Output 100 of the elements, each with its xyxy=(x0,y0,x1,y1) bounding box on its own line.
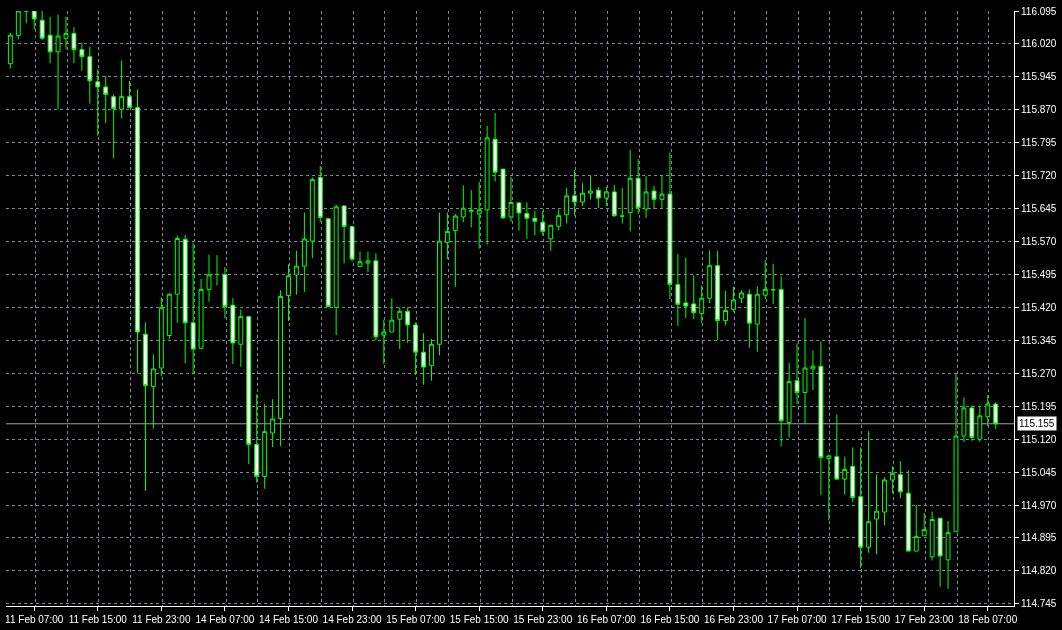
y-tick-label: 115.945 xyxy=(1021,71,1057,83)
x-tick-label: 14 Feb 15:00 xyxy=(259,614,319,625)
candlestick xyxy=(365,251,371,273)
candlestick xyxy=(325,217,331,308)
candlestick xyxy=(715,250,721,341)
candlestick xyxy=(802,317,808,425)
candlestick xyxy=(691,274,697,320)
candlestick xyxy=(858,446,864,569)
candlestick xyxy=(166,292,172,340)
candlestick xyxy=(738,289,744,304)
candlestick xyxy=(588,175,593,200)
candlestick xyxy=(119,60,125,119)
candlestick xyxy=(341,204,347,264)
candlestick xyxy=(429,338,434,382)
candlestick xyxy=(842,456,848,495)
candlestick xyxy=(548,224,554,252)
y-tick-label: 115.795 xyxy=(1021,137,1057,149)
candlestick xyxy=(675,253,681,327)
x-tick-label: 18 Feb 07:00 xyxy=(958,614,1018,625)
x-tick-label: 17 Feb 15:00 xyxy=(831,614,891,625)
candlestick xyxy=(723,290,728,326)
candlestick xyxy=(524,201,530,240)
candlestick xyxy=(421,332,427,386)
candlestick xyxy=(238,309,244,368)
y-tick-label: 115.720 xyxy=(1021,170,1057,182)
candlestick xyxy=(79,42,85,72)
candlestick xyxy=(651,185,657,210)
candlestick xyxy=(333,204,339,336)
candlestick xyxy=(961,396,967,443)
candlestick xyxy=(317,165,323,223)
x-tick-label: 15 Feb 15:00 xyxy=(449,614,510,625)
candlestick xyxy=(397,306,403,350)
candlestick xyxy=(127,80,133,109)
candlestick xyxy=(301,212,307,293)
y-tick-label: 115.645 xyxy=(1021,203,1057,215)
candlestick xyxy=(373,252,379,341)
candlestick xyxy=(286,263,291,322)
candlestick xyxy=(905,469,911,552)
y-tick-label: 115.195 xyxy=(1021,400,1057,412)
y-tick-label: 115.570 xyxy=(1021,236,1057,248)
candlestick xyxy=(500,168,506,220)
candlestick xyxy=(293,250,299,296)
candlestick xyxy=(31,11,37,30)
candlestick xyxy=(405,306,411,344)
x-tick-label: 15 Feb 23:00 xyxy=(513,614,573,625)
candlestick xyxy=(778,275,784,447)
candlestick xyxy=(937,517,943,588)
candlestick xyxy=(516,201,522,232)
candlestick xyxy=(95,68,101,137)
x-tick-label: 11 Feb 23:00 xyxy=(132,614,191,625)
candlestick xyxy=(595,186,601,209)
candlestick xyxy=(683,257,689,319)
candlestick xyxy=(667,151,673,300)
candlestick xyxy=(659,175,665,210)
candlestick xyxy=(111,93,117,159)
candlestick xyxy=(977,406,983,443)
candlestick xyxy=(508,176,514,223)
candlestick xyxy=(150,353,156,430)
candlestick xyxy=(357,251,363,268)
candlestick xyxy=(71,26,77,64)
candlestick xyxy=(222,266,228,319)
y-tick-label: 115.120 xyxy=(1021,433,1057,445)
candlestick xyxy=(143,321,148,492)
candlestick xyxy=(882,476,887,526)
candlestick xyxy=(746,288,752,349)
candlestick xyxy=(230,297,236,365)
y-tick-label: 114.970 xyxy=(1021,499,1057,511)
candlestick xyxy=(627,149,633,232)
x-tick-label: 16 Feb 07:00 xyxy=(576,614,637,625)
candlestick xyxy=(921,512,927,537)
candlestick xyxy=(580,182,585,207)
x-tick-label: 11 Feb 15:00 xyxy=(68,614,128,625)
candlestick xyxy=(643,175,649,219)
candlestick xyxy=(897,460,903,499)
candlestick xyxy=(619,187,625,225)
candlestick xyxy=(452,213,458,288)
x-tick-label: 16 Feb 15:00 xyxy=(640,614,700,625)
candlestick xyxy=(770,263,776,305)
candlestick xyxy=(850,446,856,503)
candlestick xyxy=(158,296,164,377)
x-tick-label: 14 Feb 07:00 xyxy=(195,614,255,625)
candlestick xyxy=(63,16,69,50)
y-tick-label: 115.045 xyxy=(1021,466,1057,478)
candlestick xyxy=(270,398,276,448)
candlestick xyxy=(206,254,212,303)
y-tick-label: 115.495 xyxy=(1021,268,1057,280)
candlestick xyxy=(874,474,879,555)
candlestick xyxy=(55,14,61,110)
y-tick-label: 115.870 xyxy=(1021,104,1057,116)
candlestick xyxy=(731,286,736,313)
candlestick xyxy=(556,208,562,232)
candlestick xyxy=(39,11,45,41)
y-tick-label: 114.745 xyxy=(1021,598,1057,610)
candlestick xyxy=(468,189,474,228)
candlestick xyxy=(603,186,609,207)
candlestick xyxy=(103,75,109,124)
candlestick xyxy=(182,234,188,364)
candlestick xyxy=(349,225,355,262)
y-tick-label: 115.270 xyxy=(1021,367,1057,379)
candlestick xyxy=(460,184,466,223)
